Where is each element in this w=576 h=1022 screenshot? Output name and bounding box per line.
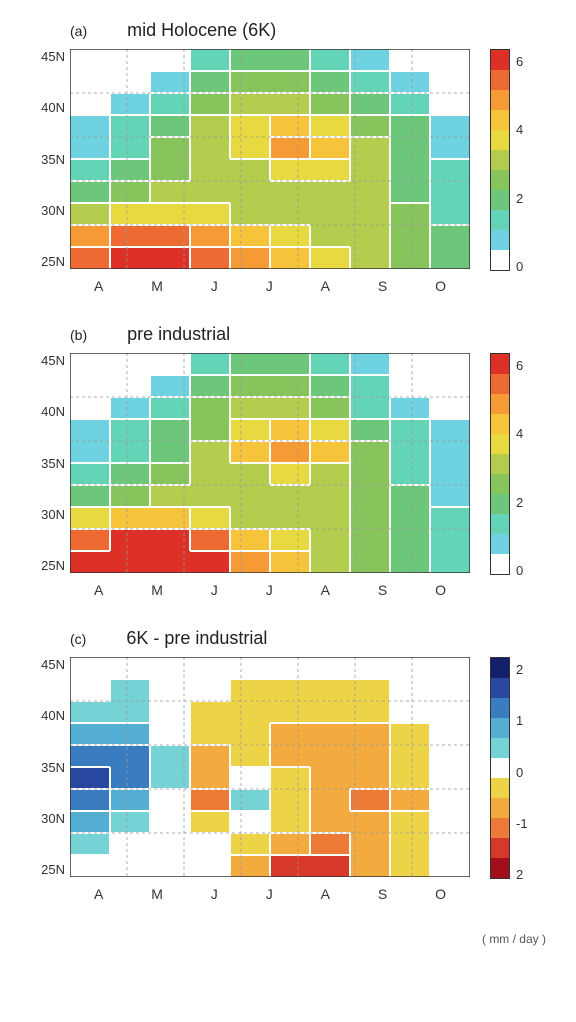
colorbar-tick: 4 (516, 122, 523, 137)
colorbar-tick: 2 (516, 867, 528, 882)
heatmap-plot (70, 657, 470, 877)
y-tick: 30N (30, 811, 65, 826)
x-tick: J (266, 582, 273, 598)
panel-title: 6K - pre industrial (126, 628, 267, 649)
x-axis: AMJJASO (70, 886, 470, 902)
y-axis: 45N 40N 35N 30N 25N (30, 353, 65, 573)
x-tick: M (151, 886, 163, 902)
x-tick: A (94, 278, 103, 294)
panel-c: (c) 6K - pre industrial 45N 40N 35N 30N 25N A M J… (10, 628, 566, 902)
y-tick: 45N (30, 657, 65, 672)
y-tick: 35N (30, 152, 65, 167)
y-tick: 45N (30, 49, 65, 64)
panel-label: (a) (70, 23, 87, 39)
y-tick: 45N (30, 353, 65, 368)
panel-title: mid Holocene (6K) (127, 20, 276, 41)
panel-a: (a) mid Holocene (6K) 45N 40N 35N 30N 25N A M J J A… (10, 20, 566, 294)
colorbar-tick: 0 (516, 259, 523, 274)
colorbar-tick: 6 (516, 358, 523, 373)
x-tick: J (211, 278, 218, 294)
y-tick: 40N (30, 100, 65, 115)
unit-label: ( mm / day ) (10, 932, 566, 946)
x-tick: O (435, 886, 446, 902)
x-tick: J (211, 582, 218, 598)
heatmap-plot (70, 49, 470, 269)
colorbar-tick: -1 (516, 816, 528, 831)
heatmap-plot (70, 353, 470, 573)
y-axis: 45N 40N 35N 30N 25N (30, 49, 65, 269)
x-tick: J (266, 278, 273, 294)
colorbar-tick: 2 (516, 662, 528, 677)
colorbar-tick: 4 (516, 426, 523, 441)
x-tick: M (151, 582, 163, 598)
x-tick: S (378, 278, 387, 294)
chart-area: 45N40N35N30N25NAMJJASO (70, 49, 470, 294)
colorbar-tick: 1 (516, 713, 528, 728)
colorbar-tick: 0 (516, 765, 528, 780)
x-tick: A (94, 886, 103, 902)
y-tick: 25N (30, 862, 65, 877)
y-tick: 35N (30, 760, 65, 775)
x-axis: AMJJASO (70, 582, 470, 598)
panel-label: (b) (70, 327, 87, 343)
x-tick: A (321, 886, 330, 902)
x-tick: J (211, 886, 218, 902)
x-tick: S (378, 886, 387, 902)
y-axis: 45N 40N 35N 30N 25N (30, 657, 65, 877)
panel-b: (b) pre industrial 45N 40N 35N 30N 25N A M J J A S O 6… (10, 324, 566, 598)
y-tick: 30N (30, 203, 65, 218)
x-tick: A (321, 582, 330, 598)
x-tick: O (435, 582, 446, 598)
y-tick: 30N (30, 507, 65, 522)
colorbar: 6 4 2 0 (490, 49, 523, 279)
colorbar: 6 4 2 0 (490, 353, 523, 583)
x-tick: A (321, 278, 330, 294)
chart-area: 45N40N35N30N25NAMJJASO (70, 353, 470, 598)
x-tick: A (94, 582, 103, 598)
x-tick: J (266, 886, 273, 902)
colorbar-tick: 2 (516, 495, 523, 510)
colorbar-tick: 0 (516, 563, 523, 578)
y-tick: 40N (30, 708, 65, 723)
x-tick: O (435, 278, 446, 294)
x-axis: AMJJASO (70, 278, 470, 294)
x-tick: M (151, 278, 163, 294)
y-tick: 35N (30, 456, 65, 471)
panel-label: (c) (70, 631, 86, 647)
panel-title: pre industrial (127, 324, 230, 345)
x-tick: S (378, 582, 387, 598)
y-tick: 25N (30, 558, 65, 573)
y-tick: 25N (30, 254, 65, 269)
colorbar: 2 1 0 -1 2 (490, 657, 528, 887)
colorbar-tick: 2 (516, 191, 523, 206)
y-tick: 40N (30, 404, 65, 419)
colorbar-tick: 6 (516, 54, 523, 69)
chart-area: 45N40N35N30N25NAMJJASO (70, 657, 470, 902)
